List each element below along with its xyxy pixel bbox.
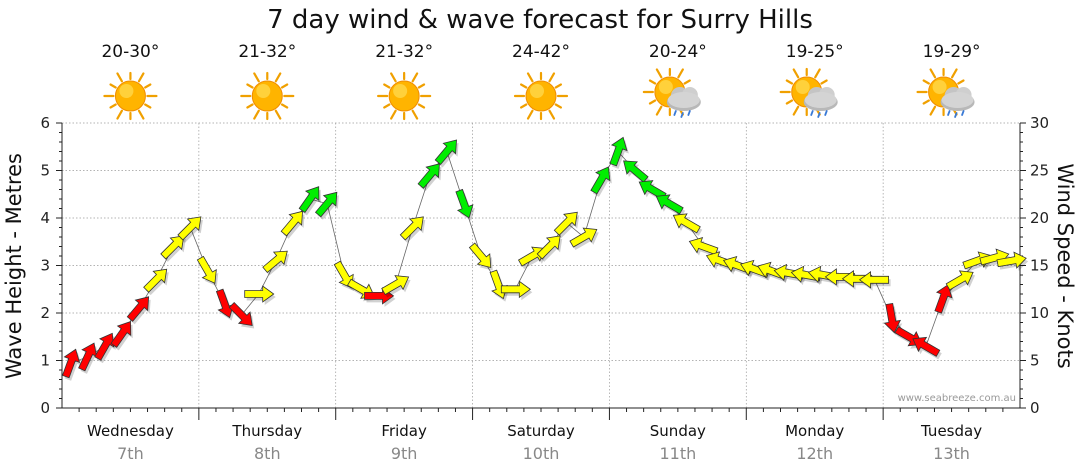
credit-text: www.seabreeze.com.au [898, 393, 1016, 404]
temperature-range: 21-32° [238, 42, 296, 62]
chart-title-group: 7 day wind & wave forecast for Surry Hil… [267, 5, 813, 35]
wind-arrow [945, 270, 976, 293]
y-left-tick-label: 5 [40, 162, 50, 180]
wind-arrow [500, 280, 533, 301]
day-date-label: 12th [796, 444, 833, 463]
wind-arrow [996, 251, 1029, 271]
axis-labels: Wave Height - Metres Wind Speed - Knots … [2, 114, 1077, 463]
wind-arrow [609, 136, 629, 169]
day-date-label: 7th [117, 444, 144, 463]
y-right-tick-label: 5 [1030, 352, 1040, 370]
wind-arrow [280, 210, 305, 239]
day-date-label: 11th [659, 444, 696, 463]
wind-arrow [455, 188, 475, 221]
wind-arrow [672, 213, 703, 236]
temperature-range: 20-30° [101, 42, 159, 62]
y-right-tick-label: 30 [1030, 114, 1049, 132]
day-name-label: Tuesday [920, 422, 982, 440]
temperature-range: 19-25° [786, 42, 844, 62]
wind-arrow [110, 321, 133, 351]
temperature-range: 24-42° [512, 42, 570, 62]
sun-cloud-rain-icon [642, 67, 701, 118]
wind-arrow [623, 160, 651, 186]
wind-arrows-series [62, 136, 1029, 381]
wind-arrow [126, 296, 151, 325]
y-left-tick-label: 4 [40, 209, 50, 227]
y-left-tick-label: 1 [40, 352, 50, 370]
sun-icon [240, 71, 295, 121]
wind-arrow [655, 194, 686, 217]
wind-arrow [381, 275, 411, 298]
wind-arrow [553, 211, 580, 239]
y-left-tick-label: 2 [40, 304, 50, 322]
wind-arrow [298, 186, 321, 216]
day-name-label: Thursday [231, 422, 302, 440]
sun-icon [513, 71, 569, 121]
y-right-tick-label: 25 [1030, 162, 1049, 180]
wind-arrow [912, 336, 942, 360]
wind-arrow [417, 163, 442, 192]
wind-arrow [262, 250, 290, 276]
day-name-label: Wednesday [87, 422, 174, 440]
wind-arrow [314, 191, 339, 220]
y-right-tick-label: 20 [1030, 209, 1049, 227]
day-name-label: Monday [785, 422, 844, 440]
wind-arrow [536, 235, 563, 262]
wind-arrow [468, 242, 493, 271]
wind-arrow [934, 284, 954, 317]
wind-arrow [244, 285, 276, 305]
day-date-label: 9th [391, 444, 418, 463]
wind-arrow [228, 301, 255, 329]
wind-arrow [569, 227, 599, 251]
day-date-label: 8th [254, 444, 281, 463]
wind-arrow [196, 255, 219, 287]
day-name-label: Sunday [650, 422, 706, 440]
wind-arrow [688, 237, 720, 258]
temperature-range: 21-32° [375, 42, 433, 62]
y-left-tick-label: 3 [40, 257, 50, 275]
weather-row: 20-30° 21-32° 21-32° 24-42° 20-24° 19-25° 19-2… [101, 42, 981, 121]
y-axis-right-label: Wind Speed - Knots [1053, 163, 1077, 368]
y-right-tick-label: 10 [1030, 304, 1049, 322]
wind-arrow [399, 216, 426, 243]
y-right-tick-label: 15 [1030, 257, 1049, 275]
grid-lines [62, 122, 1020, 408]
sun-cloud-rain-icon [916, 67, 975, 118]
wind-arrow [143, 268, 169, 296]
wind-arrow [740, 259, 772, 281]
wind-arrow [434, 139, 459, 168]
wind-arrow [160, 235, 186, 262]
sun-cloud-rain-icon [779, 67, 838, 118]
day-name-label: Saturday [507, 422, 575, 440]
wind-arrow [590, 166, 612, 197]
sun-icon [377, 71, 432, 121]
day-date-label: 10th [523, 444, 560, 463]
temperature-range: 20-24° [649, 42, 707, 62]
y-right-tick-label: 0 [1030, 399, 1040, 417]
day-name-label: Friday [381, 422, 427, 440]
y-left-tick-label: 6 [40, 114, 50, 132]
wind-arrow [215, 288, 236, 321]
wind-arrow [62, 348, 82, 381]
chart-title: 7 day wind & wave forecast for Surry Hil… [267, 5, 813, 35]
sun-icon [103, 71, 158, 121]
axes [56, 122, 1026, 420]
y-axis-left-label: Wave Height - Metres [2, 153, 26, 379]
y-left-tick-label: 0 [40, 399, 50, 417]
temperature-range: 19-29° [923, 42, 981, 62]
wind-arrow [177, 216, 203, 243]
wind-arrow [858, 271, 891, 291]
day-date-label: 13th [933, 444, 970, 463]
